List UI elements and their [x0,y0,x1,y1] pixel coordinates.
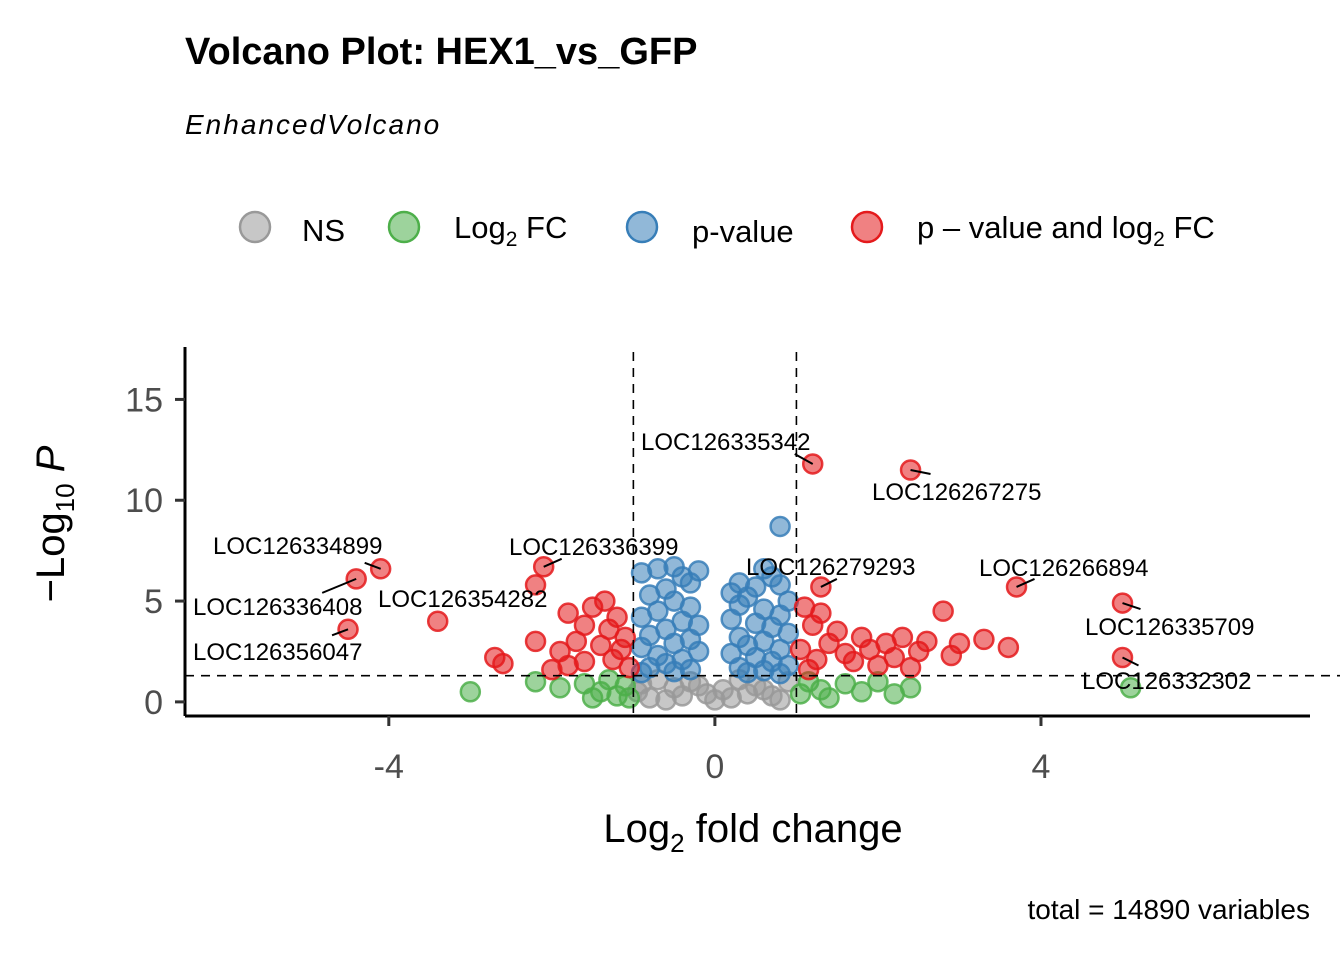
gene-label: LOC126356047 [193,639,362,666]
plot-area [337,453,1142,711]
label-connector [321,577,357,594]
gene-label: LOC126279293 [746,554,915,581]
label-connector [1016,578,1035,588]
point-p [663,660,685,683]
point-both [524,630,547,653]
point-p [769,515,791,538]
cutoff-lines [185,352,1340,716]
point-fc [618,687,641,709]
gene-label: LOC126334899 [213,533,382,560]
gene-label: LOC126332302 [1082,668,1251,695]
point-both [618,656,641,679]
point-ns [769,689,791,711]
point-both [891,626,914,649]
x-tick-label: 0 [705,748,724,786]
point-fc [549,677,571,699]
point-both [614,626,636,649]
point-fc [524,670,547,693]
legend-key-fc [387,210,421,244]
point-p [720,608,742,630]
gene-label: LOC126354282 [378,586,547,613]
point-both [948,632,971,655]
gene-labels: LOC126335342 LOC126267275 LOC126334899 LOC1… [193,429,1254,695]
point-ns [671,685,694,707]
point-fc [818,687,840,709]
point-fc [899,677,922,699]
point-fc [459,681,482,703]
gene-label: LOC126335342 [641,429,810,456]
legend-label-p: p-value [692,214,794,249]
point-both [789,638,812,661]
legend-label-fc: Log2 FC [454,210,567,251]
label-connector [820,578,838,588]
point-p [736,661,759,684]
x-tick-label: 4 [1032,748,1051,786]
point-both [883,646,905,669]
point-both [524,574,547,596]
legend-label-both: p – value and log2 FC [917,210,1215,251]
point-both [810,602,832,624]
point-fc [850,681,873,703]
point-both [557,602,579,624]
x-axis-title: Log2 fold change [603,807,902,858]
legend: NS Log2 FC p-value p – value and log2 FC [238,210,1215,251]
point-both [606,606,628,628]
y-tick-label: 5 [144,583,163,621]
gene-label: LOC126336399 [509,534,678,561]
point-both [426,610,449,632]
legend-key-both [850,210,884,244]
legend-key-p [625,210,659,244]
point-both [573,614,596,637]
point-p [769,662,791,685]
point-both [594,590,616,612]
point-both [916,630,938,653]
gene-label: LOC126267275 [872,479,1041,506]
y-axis-title: −Log10 P [29,445,80,602]
label-connector [543,557,563,568]
gene-label: LOC126266894 [979,555,1148,582]
point-p [630,606,653,628]
point-both [826,620,848,643]
legend-label-ns: NS [302,213,345,248]
axes: 0 5 10 15 -4 0 4 [125,347,1310,786]
legend-key-ns [238,210,272,244]
point-both [997,636,1020,659]
point-fc [1119,677,1142,699]
y-tick-label: 15 [125,381,163,419]
label-connector [910,469,931,475]
point-both [806,648,828,671]
gene-label: LOC126335709 [1085,614,1254,641]
chart-title: Volcano Plot: HEX1_vs_GFP [185,31,697,73]
label-connector [1122,656,1139,667]
point-both [492,652,514,675]
point-p [679,572,702,594]
chart-subtitle: EnhancedVolcano [185,109,441,140]
caption: total = 14890 variables [1027,894,1310,925]
point-fc [581,687,604,709]
label-connector [1122,602,1141,611]
label-connector [794,453,814,465]
gene-label: LOC126336408 [193,594,362,621]
label-connector [364,561,382,570]
point-both [973,628,995,651]
point-both [557,654,579,677]
point-both [842,650,865,673]
y-tick-label: 0 [144,684,163,722]
y-tick-label: 10 [125,482,163,520]
x-tick-label: -4 [374,748,404,786]
point-both [932,600,954,622]
label-connector [331,628,349,637]
